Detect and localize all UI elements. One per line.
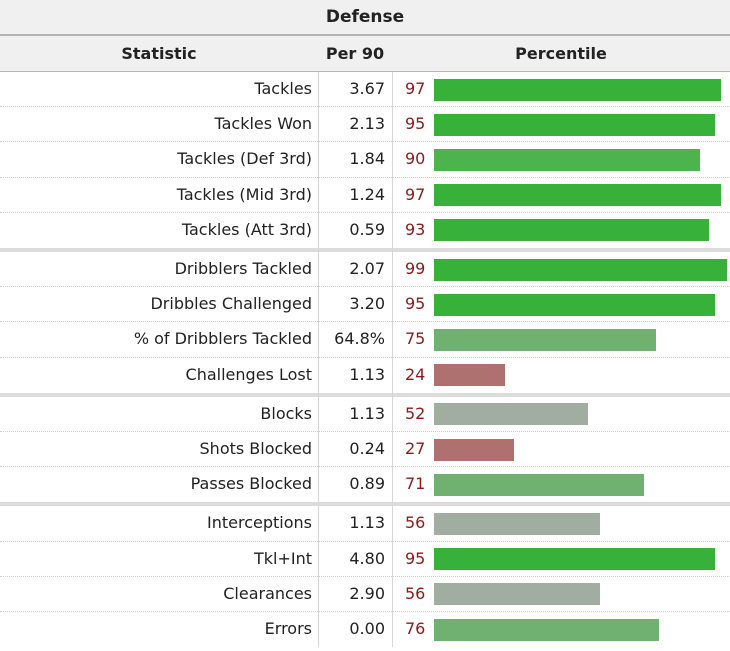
percentile-value: 95 [405,114,426,134]
percentile-value: 99 [405,259,426,278]
per90-value: 3.20 [349,294,385,314]
statistic-label: % of Dribblers Tackled [133,329,312,349]
percentile-bar [434,403,588,426]
per90-value: 0.59 [349,219,385,239]
per90-value: 2.07 [349,259,385,278]
percentile-bar [434,548,716,571]
per90-value: 1.13 [349,403,385,423]
table-row: Blocks 1.13 52 [0,397,730,432]
percentile-value: 56 [405,583,426,603]
statistic-label: Tackles (Mid 3rd) [176,184,312,204]
per90-value: 4.80 [349,548,385,568]
statistic-label: Tackles Won [214,114,312,134]
group-separator [0,502,730,507]
percentile-bar [434,364,506,387]
percentile-value: 95 [405,548,426,568]
percentile-bar [434,293,716,316]
per90-value: 0.89 [349,474,385,494]
per90-value: 1.24 [349,184,385,204]
per90-value: 1.84 [349,149,385,169]
statistic-label: Tackles [254,79,312,98]
table-row: Errors 0.00 76 [0,612,730,647]
table-row: Tackles Won 2.13 95 [0,107,730,143]
per90-value: 2.13 [349,114,385,134]
column-header-row: Statistic Per 90 Percentile [0,36,730,72]
table-row: Tackles (Def 3rd) 1.84 90 [0,142,730,178]
table-row: Passes Blocked 0.89 71 [0,467,730,502]
column-divider [318,72,319,648]
table-title: Defense [0,0,730,36]
percentile-bar [434,78,722,101]
percentile-value: 52 [405,403,426,423]
per90-value: 64.8% [334,329,385,349]
percentile-bar [434,258,728,281]
per90-value: 3.67 [349,79,385,98]
percentile-value: 71 [405,474,426,494]
statistic-label: Dribbles Challenged [150,294,312,314]
statistic-label: Interceptions [207,513,312,533]
statistic-label: Dribblers Tackled [174,259,312,278]
percentile-value: 93 [405,219,426,239]
column-divider [392,72,393,648]
table-row: Tackles (Mid 3rd) 1.24 97 [0,178,730,213]
column-header-per90[interactable]: Per 90 [325,44,385,63]
percentile-value: 76 [405,619,426,638]
statistic-label: Challenges Lost [185,364,312,384]
percentile-value: 27 [405,439,426,458]
statistic-label: Tackles (Def 3rd) [177,149,312,169]
column-header-percentile[interactable]: Percentile [515,44,607,63]
statistic-label: Tackles (Att 3rd) [181,219,312,239]
percentile-bar [434,113,716,136]
statistic-label: Errors [264,619,312,638]
percentile-bar [434,618,659,641]
table-row: Tackles (Att 3rd) 0.59 93 [0,213,730,248]
percentile-bar [434,184,722,207]
statistic-label: Passes Blocked [190,474,312,494]
group-separator [0,392,730,397]
percentile-value: 97 [405,79,426,98]
table-row: Tackles 3.67 97 [0,72,730,108]
table-row: Interceptions 1.13 56 [0,506,730,542]
statistic-label: Tkl+Int [253,548,312,568]
statistic-label: Blocks [260,403,312,423]
statistic-label: Clearances [223,583,312,603]
percentile-value: 90 [405,149,426,169]
percentile-value: 56 [405,513,426,533]
percentile-bar [434,438,514,461]
table-row: Shots Blocked 0.24 27 [0,432,730,468]
per90-value: 2.90 [349,583,385,603]
percentile-value: 95 [405,294,426,314]
percentile-bar [434,473,645,496]
per90-value: 0.00 [349,619,385,638]
statistic-label: Shots Blocked [199,439,312,458]
percentile-value: 97 [405,184,426,204]
table-row: Dribbles Challenged 3.20 95 [0,287,730,323]
table-row: % of Dribblers Tackled 64.8% 75 [0,322,730,358]
percentile-bar [434,512,600,535]
column-header-statistic[interactable]: Statistic [121,44,197,63]
group-separator [0,248,730,252]
per90-value: 1.13 [349,513,385,533]
percentile-value: 75 [405,329,426,349]
table-row: Clearances 2.90 56 [0,577,730,612]
per90-value: 1.13 [349,364,385,384]
percentile-bar [434,148,701,171]
percentile-bar [434,583,600,606]
table-row: Tkl+Int 4.80 95 [0,542,730,577]
percentile-value: 24 [405,364,426,384]
percentile-bar [434,219,710,242]
percentile-bar [434,328,656,351]
per90-value: 0.24 [349,439,385,458]
table-row: Dribblers Tackled 2.07 99 [0,252,730,288]
table-row: Challenges Lost 1.13 24 [0,358,730,393]
